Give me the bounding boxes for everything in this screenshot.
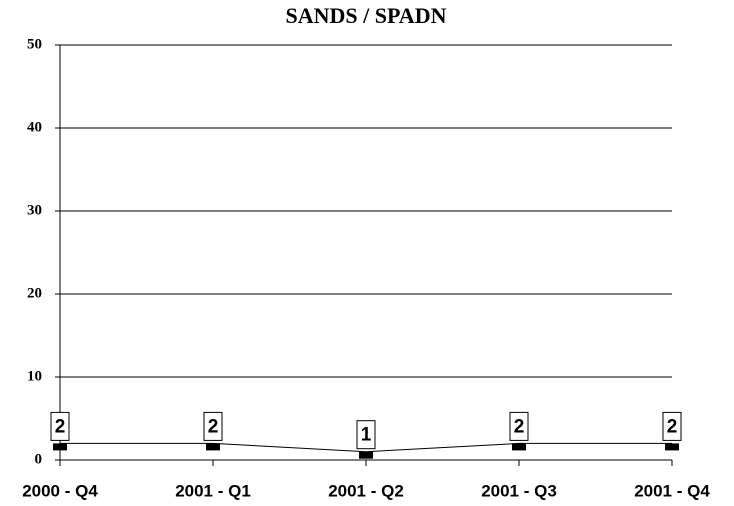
data-label: 1 (361, 425, 372, 446)
x-tick-label: 2001 - Q3 (481, 481, 557, 500)
y-tick-label: 30 (27, 202, 42, 218)
marker (53, 443, 67, 451)
y-tick-label: 10 (27, 368, 42, 384)
label-box (203, 411, 223, 441)
marker (512, 443, 526, 451)
data-label: 2 (208, 416, 219, 437)
marker (665, 443, 679, 451)
data-label: 2 (55, 416, 66, 437)
y-tick-label: 0 (35, 451, 43, 467)
label-box (662, 411, 682, 441)
marker (206, 443, 220, 451)
label-box (356, 420, 376, 450)
data-label: 2 (514, 416, 525, 437)
chart-title: SANDS / SPADN (286, 3, 447, 28)
y-tick-label: 20 (27, 285, 42, 301)
label-box (50, 411, 70, 441)
x-tick-label: 2001 - Q4 (634, 481, 710, 500)
y-tick-label: 50 (27, 36, 42, 52)
marker (359, 451, 373, 459)
x-tick-label: 2001 - Q2 (328, 481, 404, 500)
y-tick-label: 40 (27, 119, 42, 135)
x-tick-label: 2001 - Q1 (175, 481, 251, 500)
x-tick-label: 2000 - Q4 (22, 481, 98, 500)
label-box (509, 411, 529, 441)
data-label: 2 (667, 416, 678, 437)
